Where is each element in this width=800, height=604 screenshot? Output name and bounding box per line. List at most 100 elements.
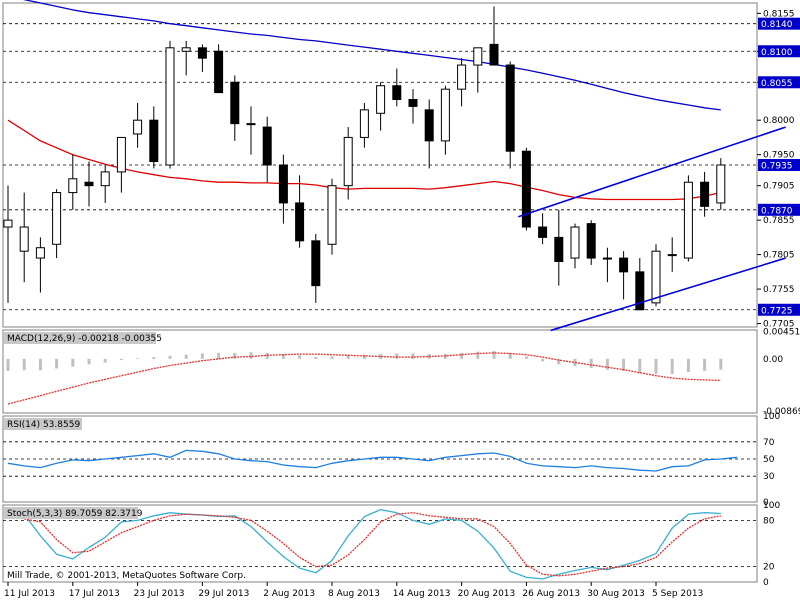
candle-body <box>716 164 726 204</box>
rsi-y-tick: 50 <box>763 455 775 465</box>
x-axis-label: 5 Sep 2013 <box>652 589 703 599</box>
macd-label: MACD(12,26,9) -0.00218 -0.00355 <box>7 334 162 344</box>
level-label: 0.8140 <box>761 20 793 30</box>
rsi-y-tick: 0 <box>763 498 769 508</box>
candle-body <box>602 257 612 260</box>
stoch-k-line <box>23 508 721 580</box>
level-badge <box>758 45 800 58</box>
x-axis-label: 30 Aug 2013 <box>587 589 645 599</box>
x-axis-label: 14 Aug 2013 <box>393 589 451 599</box>
level-label: 0.8100 <box>761 48 793 58</box>
main-y-tick: 0.7705 <box>763 320 795 330</box>
trendline <box>518 126 786 218</box>
main-y-tick: 0.7805 <box>763 251 795 261</box>
stoch-label: Stoch(5,3,3) 89.7059 82.3719 <box>7 509 143 519</box>
stoch-y-tick: 100 <box>763 501 780 511</box>
macd-label-bg <box>4 332 156 344</box>
candle-body <box>376 85 386 114</box>
level-label: 0.7935 <box>761 162 793 172</box>
rsi-line <box>7 449 738 472</box>
x-axis-label: 23 Jul 2013 <box>134 589 185 599</box>
candle-body <box>165 47 175 166</box>
candle-body <box>116 136 126 173</box>
candle-body <box>149 119 159 163</box>
candle-body <box>554 236 564 263</box>
candle-body <box>133 119 143 135</box>
candle-body <box>538 226 548 238</box>
candle-body <box>586 223 596 259</box>
level-badge <box>758 303 800 316</box>
level-label: 0.7725 <box>761 306 793 316</box>
level-badge <box>758 17 800 30</box>
rsi-label: RSI(14) 53.8559 <box>7 420 80 430</box>
candle-body <box>84 181 94 187</box>
candle-body <box>457 64 467 90</box>
x-axis-label: 20 Aug 2013 <box>458 589 516 599</box>
trendline <box>550 257 786 332</box>
rsi-y-tick: 30 <box>763 472 775 482</box>
candle-body <box>3 219 13 228</box>
candle-body <box>440 88 450 142</box>
main-y-tick: 0.8000 <box>763 116 795 126</box>
rsi-y-tick: 100 <box>763 412 780 422</box>
candle-body <box>295 202 305 242</box>
level-label: 0.7870 <box>761 206 793 216</box>
candle-body <box>181 47 191 52</box>
candle-body <box>408 99 418 107</box>
main-y-tick: 0.7905 <box>763 182 795 192</box>
main-y-tick: 0.7755 <box>763 285 795 295</box>
macd-y-tick: 0.00 <box>763 355 783 365</box>
x-axis-label: 17 Jul 2013 <box>69 589 120 599</box>
candle-body <box>635 271 645 311</box>
candle-body <box>619 257 629 273</box>
candle-body <box>392 85 402 101</box>
stoch-y-tick: 0 <box>763 578 769 588</box>
x-axis-label: 8 Aug 2013 <box>328 589 380 599</box>
candle-body <box>230 81 240 125</box>
main-y-tick: 0.7855 <box>763 216 795 226</box>
x-axis-label: 29 Jul 2013 <box>198 589 249 599</box>
stoch-y-tick: 20 <box>763 563 775 573</box>
candle-body <box>311 240 321 287</box>
main-y-tick: 0.8155 <box>763 9 795 19</box>
candle-body <box>52 192 62 245</box>
candle-body <box>489 43 499 66</box>
candle-body <box>424 109 434 142</box>
stoch-d-line <box>24 512 721 577</box>
candle-body <box>521 150 531 228</box>
candle-body <box>197 47 207 59</box>
rsi-label-bg <box>4 418 82 430</box>
candle-body <box>505 64 515 152</box>
level-badge <box>758 159 800 171</box>
level-badge <box>758 76 800 89</box>
copyright-text: Mill Trade, © 2001-2013, MetaQuotes Soft… <box>7 571 246 581</box>
ma-red-line <box>7 119 721 201</box>
ma-blue-line <box>22 0 721 111</box>
candle-body <box>651 250 661 304</box>
x-axis-label: 26 Aug 2013 <box>522 589 580 599</box>
stoch-y-tick: 80 <box>763 516 775 526</box>
level-label: 0.8055 <box>761 79 793 89</box>
level-badge <box>758 203 800 216</box>
x-axis-label: 11 Jul 2013 <box>4 589 55 599</box>
candle-body <box>246 123 256 126</box>
candle-body <box>570 226 580 259</box>
candle-body <box>100 171 110 187</box>
candle-body <box>359 109 369 138</box>
rsi-y-tick: 70 <box>763 438 775 448</box>
macd-y-tick: -0.00869 <box>763 407 800 417</box>
candle-body <box>667 254 677 257</box>
stoch-label-bg <box>4 507 138 519</box>
candle-body <box>700 181 710 207</box>
candle-body <box>262 126 272 166</box>
candle-body <box>19 226 29 252</box>
x-axis-label: 2 Aug 2013 <box>263 589 315 599</box>
candle-body <box>35 247 45 259</box>
main-y-tick: 0.7950 <box>763 151 795 161</box>
macd-signal-line <box>7 352 721 405</box>
panel-frame-rsi <box>2 415 758 503</box>
candle-body <box>68 178 78 194</box>
candle-body <box>473 47 483 66</box>
